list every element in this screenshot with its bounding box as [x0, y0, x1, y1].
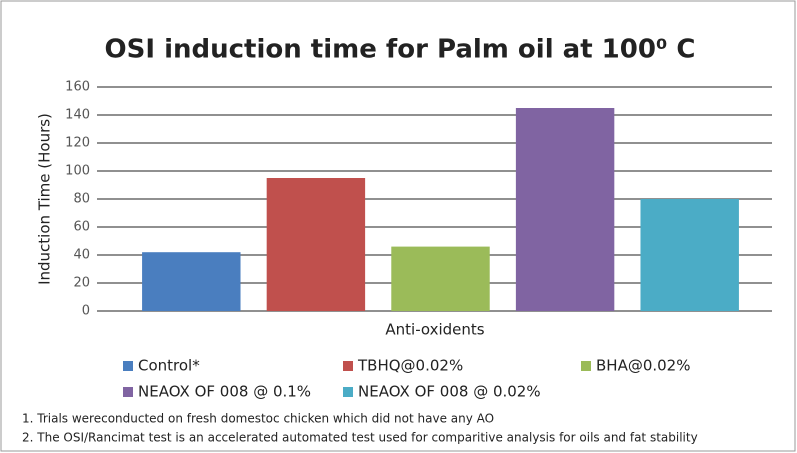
legend-swatch [343, 361, 353, 371]
y-tick-label: 80 [73, 192, 90, 207]
legend-label: TBHQ@0.02% [357, 357, 463, 375]
bar [515, 108, 615, 311]
x-axis-label: Anti-oxidents [385, 321, 484, 339]
note: 1. Trials wereconducted on fresh domesto… [22, 412, 494, 426]
y-axis-label: Induction Time (Hours) [36, 113, 54, 285]
y-tick-label: 0 [82, 304, 90, 319]
y-tick-label: 60 [73, 220, 90, 235]
y-tick-label: 40 [73, 248, 90, 263]
note: 2. The OSI/Rancimat test is an accelerat… [22, 431, 698, 445]
legend-swatch [123, 387, 133, 397]
y-tick-label: 20 [73, 276, 90, 291]
bar [142, 252, 241, 311]
bar [640, 199, 739, 311]
y-tick-label: 140 [65, 108, 90, 123]
legend-label: NEAOX OF 008 @ 0.02% [358, 383, 541, 401]
legend-label: NEAOX OF 008 @ 0.1% [138, 383, 311, 401]
legend-label: BHA@0.02% [596, 357, 690, 375]
legend-label: Control* [138, 357, 200, 375]
bar [266, 178, 366, 311]
y-tick-label: 160 [65, 80, 90, 95]
legend-swatch [581, 361, 591, 371]
y-tick-label: 120 [65, 136, 90, 151]
bar [391, 246, 490, 311]
legend-swatch [123, 361, 133, 371]
chart-title: OSI induction time for Palm oil at 100⁰ … [105, 35, 696, 65]
y-tick-label: 100 [65, 164, 90, 179]
legend-swatch [343, 387, 353, 397]
